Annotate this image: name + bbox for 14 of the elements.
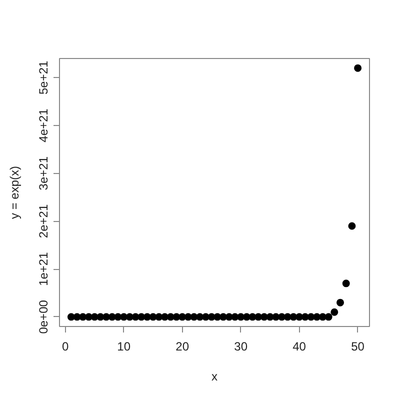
x-tick-label: 40 bbox=[292, 340, 306, 354]
y-tick-label: 2e+21 bbox=[36, 204, 50, 238]
y-tick-label: 3e+21 bbox=[36, 156, 50, 190]
x-tick-label: 0 bbox=[62, 340, 70, 354]
x-tick-label: 10 bbox=[117, 340, 131, 354]
x-tick-label: 50 bbox=[351, 340, 365, 354]
y-axis-title: y = exp(x) bbox=[8, 166, 22, 220]
x-tick-label: 30 bbox=[234, 340, 248, 354]
y-tick-label: 5e+21 bbox=[36, 60, 50, 94]
y-tick-label: 4e+21 bbox=[36, 108, 50, 142]
x-tick-label: 20 bbox=[176, 340, 190, 354]
y-tick-label: 1e+21 bbox=[36, 252, 50, 286]
y-tick-label: 0e+00 bbox=[36, 300, 50, 334]
x-axis-title: x bbox=[212, 370, 218, 384]
